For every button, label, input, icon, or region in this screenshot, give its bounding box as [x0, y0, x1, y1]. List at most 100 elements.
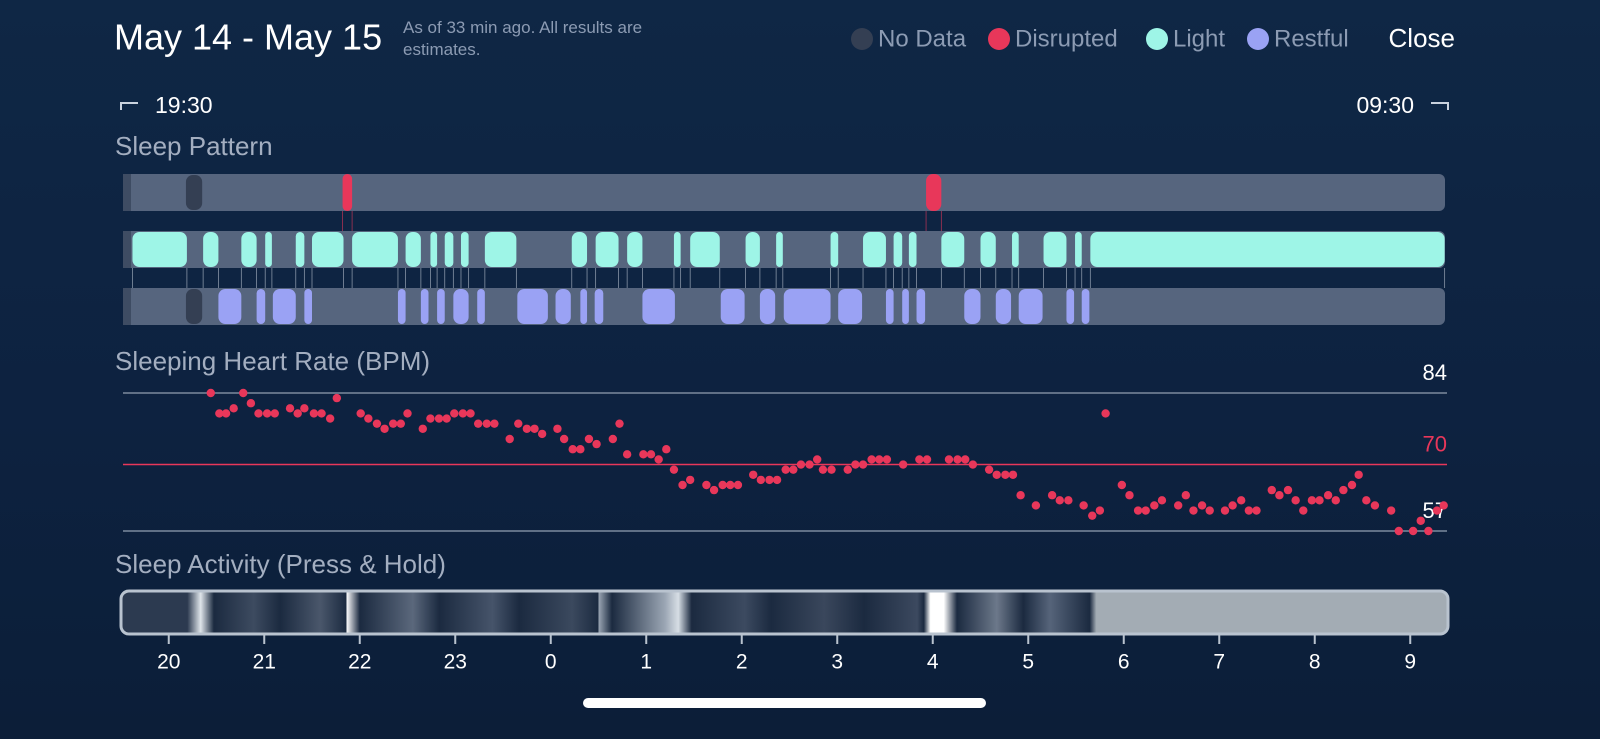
heart-rate-point [1267, 485, 1276, 495]
heart-rate-point [221, 409, 231, 418]
heart-rate-point [915, 455, 924, 464]
sleep-segment [627, 232, 643, 267]
sleep-segment [437, 289, 445, 324]
heart-rate-point [968, 460, 978, 469]
heart-rate-point [1362, 496, 1371, 505]
x-tick-label: 5 [1022, 651, 1034, 674]
sleep-segment [272, 289, 296, 324]
heart-rate-point [867, 455, 876, 464]
heart-rate-point [559, 434, 569, 444]
sleep-segment [304, 289, 312, 324]
heart-rate-point [403, 409, 412, 418]
heart-rate-point [669, 465, 679, 474]
x-tick-label: 21 [253, 651, 276, 674]
heart-rate-point [796, 460, 806, 469]
sleep-segment [460, 232, 469, 267]
heart-rate-point [309, 409, 319, 418]
heart-rate-point [678, 480, 687, 490]
x-tick-label: 4 [927, 651, 939, 674]
sleep-segment [893, 232, 903, 267]
close-button[interactable]: Close [1389, 23, 1455, 53]
heart-rate-point [1315, 496, 1324, 505]
heart-rate-point [1064, 496, 1073, 505]
date-range-title: May 14 - May 15 [114, 17, 382, 58]
heart-rate-point [1016, 491, 1025, 500]
heart-rate-point [1117, 480, 1127, 490]
heart-rate-point [984, 465, 994, 474]
heart-rate-point [1307, 496, 1317, 505]
heart-rate-point [1237, 496, 1246, 505]
heart-rate-point [482, 419, 491, 428]
sleep-segment [926, 174, 942, 211]
heart-rate-point [922, 455, 932, 464]
heart-rate-point [1370, 501, 1380, 510]
sleep-segment [477, 289, 485, 324]
sleep-segment [995, 289, 1012, 324]
heart-rate-point [961, 455, 970, 464]
heart-rate-point [418, 424, 427, 433]
sleep-segment [256, 289, 266, 324]
sleep-segment [430, 232, 438, 267]
sleep-segment [218, 289, 242, 324]
heart-rate-point [1339, 485, 1348, 495]
heart-rate-point [1095, 506, 1105, 515]
legend-swatch [1247, 28, 1269, 50]
legend-label: Light [1173, 25, 1225, 52]
heart-rate-point [1275, 491, 1284, 500]
sleep-segment [642, 289, 675, 324]
heart-rate-point [364, 414, 373, 423]
sleep-segment [265, 232, 272, 267]
heart-rate-point [356, 409, 365, 418]
sleep-segment [964, 289, 981, 324]
heart-rate-point [1189, 506, 1198, 515]
heart-rate-point [537, 429, 547, 439]
sleep-segment [1081, 289, 1090, 324]
sleep-segment [783, 289, 831, 324]
legend-swatch [1146, 28, 1168, 50]
heart-rate-point [505, 434, 514, 444]
heart-rate-point [1432, 506, 1442, 515]
heart-rate-point [466, 409, 475, 418]
x-tick-label: 7 [1213, 651, 1225, 674]
heart-rate-point [490, 419, 499, 428]
sleep-segment [595, 232, 619, 267]
subtitle: As of 33 min ago. All results are estima… [403, 18, 643, 59]
heart-rate-point [749, 470, 758, 479]
heart-rate-point [1408, 526, 1418, 536]
heart-rate-point [851, 460, 860, 469]
heart-rate-point [608, 434, 618, 444]
heart-rate-point [254, 409, 263, 418]
heart-rate-point [1386, 506, 1396, 515]
sleep-segment [453, 289, 469, 324]
heart-rate-point [1394, 526, 1403, 536]
heart-rate-point [875, 455, 884, 464]
sleep-segment [484, 232, 517, 267]
heart-rate-point [1252, 506, 1261, 515]
heart-rate-point [733, 480, 743, 490]
heart-rate-point [1299, 506, 1308, 515]
heart-rate-point [450, 409, 459, 418]
heart-rate-point [514, 419, 523, 428]
heart-rate-point [1101, 409, 1110, 418]
heart-rate-point [1055, 496, 1064, 505]
heart-rate-point [1424, 526, 1433, 536]
sleep-segment [830, 232, 839, 267]
sleep-segment [405, 232, 421, 267]
section-title: Sleep Activity (Press & Hold) [115, 549, 446, 579]
sleep-segment [555, 289, 571, 324]
heart-rate-point [1173, 501, 1183, 510]
section-title: Sleep Pattern [115, 131, 273, 161]
sleep-segment [838, 289, 863, 324]
sleep-segment [1043, 232, 1067, 267]
sleep-segment [916, 289, 926, 324]
heart-rate-point [372, 419, 382, 428]
heart-rate-point [592, 439, 601, 449]
heart-rate-point [685, 475, 695, 485]
sleep-segment [902, 289, 909, 324]
heart-rate-point [206, 388, 215, 398]
heart-rate-point [553, 424, 562, 433]
sleep-segment [420, 289, 429, 324]
x-tick-label: 6 [1118, 651, 1130, 674]
heart-rate-point [332, 393, 342, 403]
